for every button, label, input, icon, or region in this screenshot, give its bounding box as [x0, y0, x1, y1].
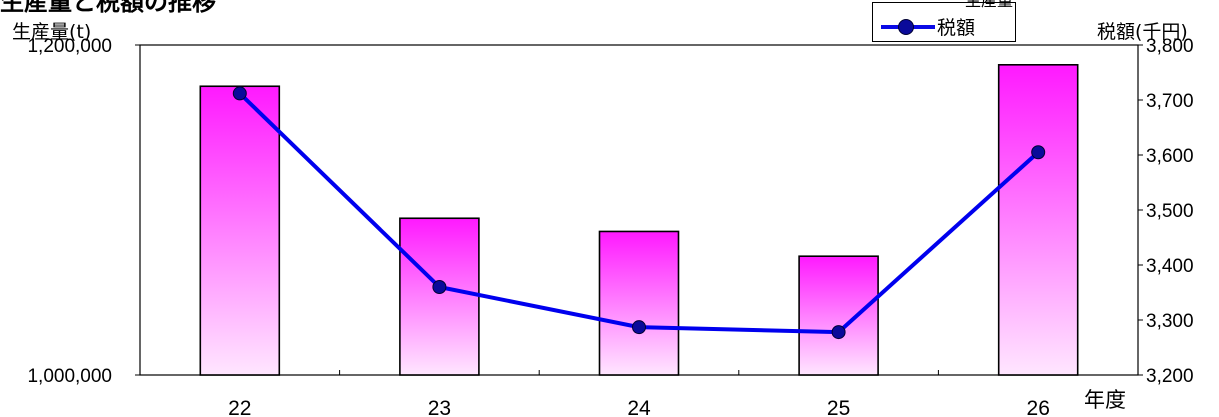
- x-axis-title: 年度: [1084, 389, 1126, 412]
- x-tick-label: 26: [1027, 397, 1050, 417]
- y2-tick-label: 3,200: [1146, 366, 1194, 387]
- line-point-24: [632, 320, 646, 335]
- x-tick-label: 25: [827, 397, 850, 417]
- line-point-22: [232, 86, 247, 101]
- bar-23: [399, 217, 480, 376]
- bar-26: [997, 64, 1079, 376]
- bar-25: [798, 255, 879, 376]
- legend: 生産量 税額: [872, 0, 1016, 42]
- y2-tick-label: 3,300: [1146, 311, 1194, 332]
- chart-title: 生産量と税額の推移: [0, 0, 216, 16]
- y-tick-label: 1,000,000: [27, 366, 112, 387]
- bar-22: [199, 85, 281, 376]
- legend-item-bar-label: 生産量: [965, 0, 1014, 10]
- x-tick-label: 24: [627, 397, 651, 417]
- y2-tick-label: 3,400: [1146, 256, 1194, 277]
- x-tick-label: 22: [228, 397, 251, 417]
- y-tick-label: 1,200,000: [27, 36, 112, 57]
- y2-axis-title: 税額(千円): [1097, 21, 1188, 43]
- y2-tick-label: 3,500: [1146, 201, 1194, 222]
- line-point-25: [831, 325, 846, 340]
- y2-tick-label: 3,700: [1146, 91, 1194, 112]
- y-axis-title: 生産量(t): [12, 21, 92, 43]
- y2-tick-label: 3,600: [1146, 146, 1194, 167]
- legend-marker: [898, 19, 914, 35]
- y2-tick-label: 3,800: [1146, 36, 1194, 57]
- bar-24: [598, 230, 680, 376]
- x-tick-label: 23: [428, 397, 451, 417]
- legend-item-line-label: 税額: [937, 17, 976, 39]
- line-point-26: [1031, 145, 1046, 160]
- line-point-23: [432, 280, 447, 294]
